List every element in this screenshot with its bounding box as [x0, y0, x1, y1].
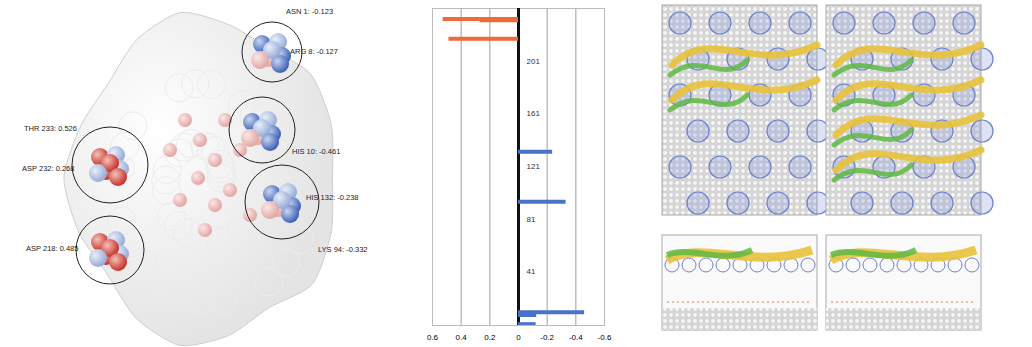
svg-text:ASN 1: -0.123: ASN 1: -0.123: [286, 7, 333, 16]
svg-text:-0.6: -0.6: [598, 333, 612, 342]
svg-text:81: 81: [527, 215, 536, 224]
svg-text:HIS 10: -0.461: HIS 10: -0.461: [292, 147, 340, 156]
svg-text:ASP 218: 0.485: ASP 218: 0.485: [26, 244, 78, 253]
svg-text:0: 0: [516, 333, 521, 342]
svg-text:ASP 232: 0.268: ASP 232: 0.268: [22, 164, 74, 173]
svg-text:41: 41: [527, 267, 536, 276]
svg-text:THR 233: 0.526: THR 233: 0.526: [24, 124, 77, 133]
svg-text:161: 161: [527, 109, 541, 118]
svg-text:HIS 132: -0.238: HIS 132: -0.238: [306, 193, 359, 202]
svg-text:LYS 94: -0.332: LYS 94: -0.332: [318, 245, 367, 254]
svg-text:0.4: 0.4: [456, 333, 468, 342]
svg-text:121: 121: [527, 162, 541, 171]
svg-text:201: 201: [527, 57, 541, 66]
svg-text:-0.2: -0.2: [540, 333, 554, 342]
svg-text:ARG 8: -0.127: ARG 8: -0.127: [290, 47, 338, 56]
svg-text:-0.4: -0.4: [569, 333, 583, 342]
svg-text:0.6: 0.6: [427, 333, 439, 342]
svg-text:0.2: 0.2: [484, 333, 496, 342]
